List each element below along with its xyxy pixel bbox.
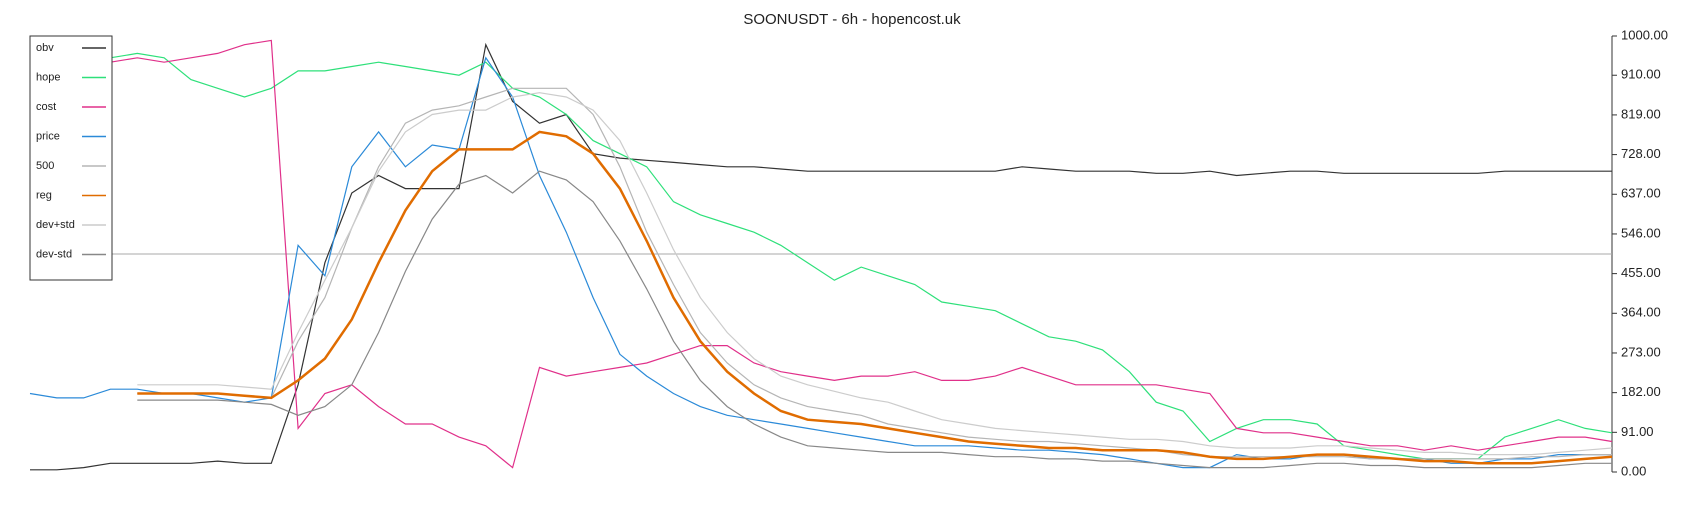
y-tick-label: 637.00 xyxy=(1621,186,1661,201)
legend-label: dev+std xyxy=(36,219,75,231)
series-line xyxy=(137,92,1613,456)
series-line xyxy=(29,56,1612,469)
legend-label: cost xyxy=(36,101,56,113)
series-line xyxy=(137,130,1613,465)
legend-box xyxy=(29,35,113,281)
y-tick-label: 819.00 xyxy=(1621,106,1661,121)
y-tick-label: 546.00 xyxy=(1621,225,1661,240)
series-line xyxy=(137,87,1612,460)
y-tick-label: 273.00 xyxy=(1621,344,1661,359)
y-tick-label: 1000.00 xyxy=(1621,27,1668,42)
series-line xyxy=(110,52,1613,460)
y-tick-label: 364.00 xyxy=(1621,305,1661,320)
y-tick-label: 0.00 xyxy=(1621,463,1646,478)
y-tick-label: 455.00 xyxy=(1621,265,1661,280)
y-tick-label: 182.00 xyxy=(1621,384,1661,399)
y-tick-label: 728.00 xyxy=(1621,146,1661,161)
legend-label: dev-std xyxy=(36,248,72,260)
legend-label: 500 xyxy=(36,160,54,172)
chart-title: SOONUSDT - 6h - hopencost.uk xyxy=(743,11,961,28)
legend-label: reg xyxy=(36,189,52,201)
legend-label: hope xyxy=(36,71,60,83)
y-tick-label: 910.00 xyxy=(1621,67,1661,82)
legend-label: price xyxy=(36,130,60,142)
legend-label: obv xyxy=(36,42,54,54)
series-line xyxy=(110,39,1613,469)
series-line xyxy=(30,42,1612,471)
series-line xyxy=(137,170,1612,469)
y-tick-label: 91.00 xyxy=(1621,424,1654,439)
